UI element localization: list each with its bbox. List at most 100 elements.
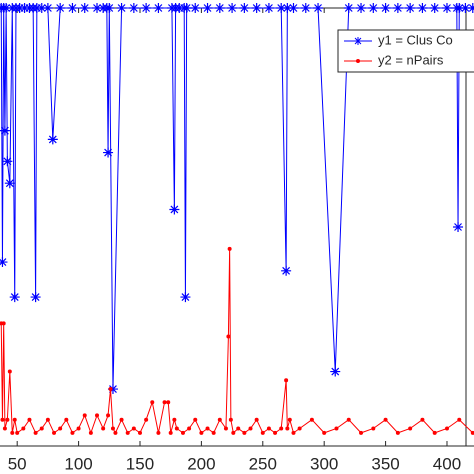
marker bbox=[371, 426, 376, 431]
marker bbox=[0, 257, 8, 268]
marker bbox=[101, 426, 106, 431]
marker bbox=[2, 426, 7, 431]
marker bbox=[190, 3, 201, 13]
marker bbox=[42, 3, 53, 13]
marker bbox=[227, 246, 232, 251]
marker bbox=[137, 430, 142, 435]
marker bbox=[166, 400, 171, 405]
marker bbox=[110, 426, 115, 431]
marker bbox=[108, 387, 113, 392]
marker bbox=[300, 3, 311, 13]
marker bbox=[141, 3, 152, 13]
marker bbox=[153, 3, 164, 13]
marker bbox=[55, 3, 66, 13]
marker bbox=[0, 417, 5, 422]
marker bbox=[287, 417, 292, 422]
marker bbox=[214, 3, 225, 13]
marker bbox=[180, 430, 185, 435]
marker bbox=[392, 3, 403, 13]
marker bbox=[453, 222, 464, 232]
marker bbox=[174, 426, 179, 431]
marker bbox=[291, 430, 296, 435]
marker bbox=[444, 426, 449, 431]
x-tick-label: 150 bbox=[126, 454, 154, 473]
marker bbox=[254, 417, 259, 422]
marker bbox=[156, 430, 161, 435]
marker bbox=[454, 3, 465, 13]
marker bbox=[10, 430, 15, 435]
marker bbox=[359, 430, 364, 435]
marker bbox=[7, 369, 12, 374]
x-tick-label: 200 bbox=[187, 454, 215, 473]
marker bbox=[104, 3, 115, 13]
marker bbox=[263, 3, 274, 13]
marker bbox=[227, 3, 238, 13]
marker bbox=[432, 430, 437, 435]
marker bbox=[144, 417, 149, 422]
marker bbox=[15, 430, 20, 435]
marker bbox=[231, 430, 236, 435]
marker bbox=[92, 3, 103, 13]
marker bbox=[284, 378, 289, 383]
marker bbox=[21, 426, 26, 431]
x-tick-label: 400 bbox=[433, 454, 461, 473]
marker bbox=[330, 366, 341, 377]
marker bbox=[33, 430, 38, 435]
legend: y1 = Clus Co y2 = nPairs bbox=[337, 29, 474, 73]
marker bbox=[168, 430, 173, 435]
marker bbox=[470, 430, 474, 435]
marker bbox=[260, 430, 265, 435]
marker bbox=[47, 134, 58, 145]
marker bbox=[70, 430, 75, 435]
marker bbox=[226, 334, 231, 339]
marker bbox=[76, 426, 81, 431]
marker bbox=[457, 417, 462, 422]
marker bbox=[288, 3, 299, 13]
legend-label: y1 = Clus Co bbox=[378, 32, 453, 47]
marker bbox=[251, 3, 262, 13]
marker bbox=[199, 430, 204, 435]
marker bbox=[180, 292, 191, 303]
legend-box bbox=[337, 29, 474, 73]
legend-label: y2 = nPairs bbox=[378, 52, 444, 67]
marker bbox=[334, 426, 339, 431]
marker bbox=[67, 3, 78, 13]
marker bbox=[106, 413, 111, 418]
marker bbox=[116, 3, 127, 13]
marker bbox=[429, 3, 440, 13]
marker bbox=[285, 426, 290, 431]
marker bbox=[64, 417, 69, 422]
marker bbox=[248, 426, 253, 431]
marker bbox=[380, 3, 391, 13]
marker bbox=[408, 426, 413, 431]
marker bbox=[27, 417, 32, 422]
marker bbox=[88, 430, 93, 435]
marker bbox=[45, 417, 50, 422]
x-tick-label: 350 bbox=[371, 454, 399, 473]
marker bbox=[79, 3, 90, 13]
marker bbox=[128, 3, 139, 13]
marker bbox=[405, 3, 416, 13]
x-tick-label: 300 bbox=[310, 454, 338, 473]
marker bbox=[228, 417, 233, 422]
marker bbox=[39, 426, 44, 431]
marker bbox=[460, 3, 471, 13]
marker bbox=[236, 426, 241, 431]
marker bbox=[420, 417, 425, 422]
marker bbox=[30, 292, 41, 303]
marker bbox=[193, 417, 198, 422]
marker bbox=[242, 430, 247, 435]
marker bbox=[119, 417, 124, 422]
marker bbox=[52, 430, 57, 435]
marker bbox=[9, 292, 20, 303]
marker bbox=[169, 204, 180, 215]
marker bbox=[125, 430, 130, 435]
marker bbox=[239, 3, 250, 13]
marker bbox=[82, 413, 87, 418]
marker bbox=[309, 417, 314, 422]
marker bbox=[58, 426, 63, 431]
marker bbox=[103, 147, 114, 158]
marker bbox=[282, 3, 293, 13]
marker bbox=[150, 400, 155, 405]
